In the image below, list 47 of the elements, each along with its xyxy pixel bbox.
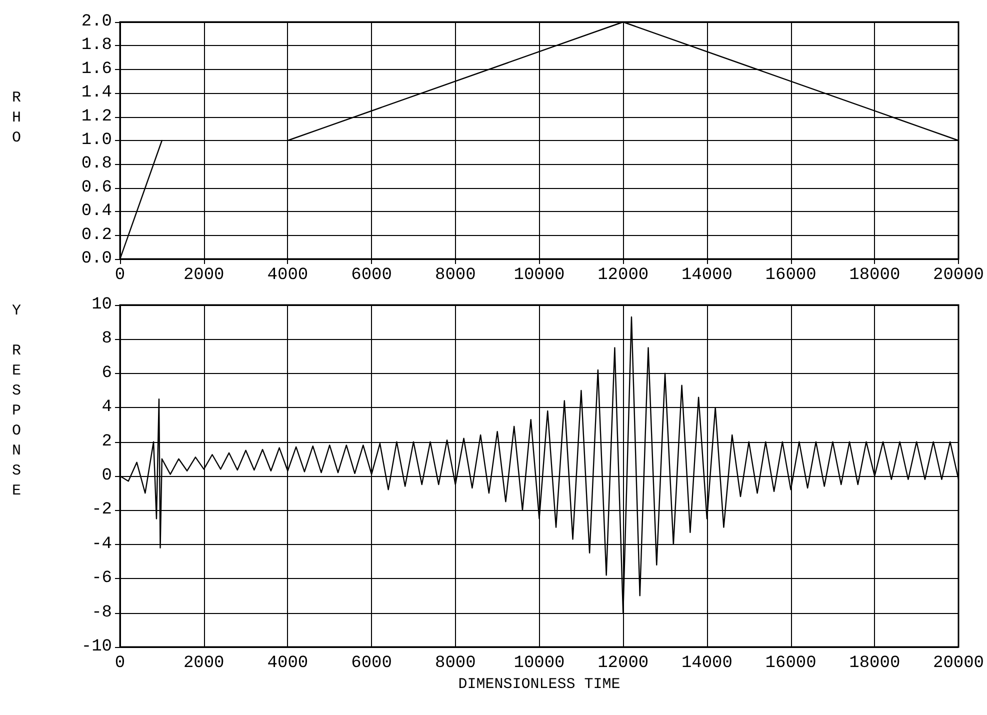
x-tick-label: 10000	[514, 654, 565, 673]
y-tick-label: 1.6	[81, 60, 112, 79]
y-tick-label: 1.8	[81, 36, 112, 56]
x-axis-title: DIMENSIONLESS TIME	[458, 676, 620, 693]
x-tick-label: 4000	[267, 266, 308, 285]
x-tick-label: 20000	[932, 654, 984, 673]
x-tick-label: 18000	[849, 266, 900, 285]
y-tick-label: 0.8	[81, 154, 112, 174]
y-tick-label: 0.2	[81, 226, 112, 245]
y-tick-label: -4	[92, 534, 112, 554]
text: Y RESPONSE	[12, 302, 22, 500]
x-tick-label: 12000	[598, 654, 649, 673]
x-tick-label: 4000	[267, 654, 308, 673]
x-tick-label: 10000	[514, 266, 565, 285]
x-tick-label: 14000	[681, 266, 732, 285]
y-tick-label: 2.0	[81, 12, 112, 32]
x-tick-label: 6000	[351, 266, 392, 285]
y-tick-label: 10	[92, 296, 112, 314]
y-tick-label: 0.4	[81, 202, 112, 222]
y-tick-label: -8	[92, 603, 112, 622]
x-tick-label: 14000	[681, 654, 732, 673]
y-tick-label: 6	[102, 364, 112, 383]
x-tick-label: 2000	[183, 654, 224, 673]
y-tick-label: 8	[102, 330, 112, 349]
y-tick-label: 2	[102, 432, 112, 452]
y-tick-label: -10	[81, 638, 112, 656]
y-tick-label: 0.6	[81, 178, 112, 198]
y-tick-label: 0.0	[81, 250, 112, 268]
x-tick-label: 0	[114, 654, 126, 673]
x-tick-label: 18000	[849, 654, 900, 673]
x-tick-label: 16000	[765, 654, 816, 673]
x-tick-label: 8000	[434, 654, 476, 673]
x-tick-label: 8000	[434, 266, 476, 285]
y-axis-title: RHO	[12, 90, 22, 146]
x-tick-label: 20000	[932, 266, 984, 285]
y-tick-label: 1.2	[81, 107, 112, 126]
y-tick-label: -6	[92, 569, 112, 588]
y-tick-label: -2	[92, 500, 112, 520]
y-tick-label: 1.0	[81, 131, 112, 150]
y-tick-label: 0	[102, 466, 112, 486]
x-tick-label: 6000	[351, 654, 392, 673]
x-tick-label: 0	[114, 266, 126, 285]
x-tick-label: 12000	[598, 266, 649, 285]
x-tick-label: 2000	[183, 266, 224, 285]
x-tick-label: 16000	[765, 266, 816, 285]
y-tick-label: 1.4	[81, 84, 112, 103]
y-tick-label: 4	[102, 398, 112, 418]
